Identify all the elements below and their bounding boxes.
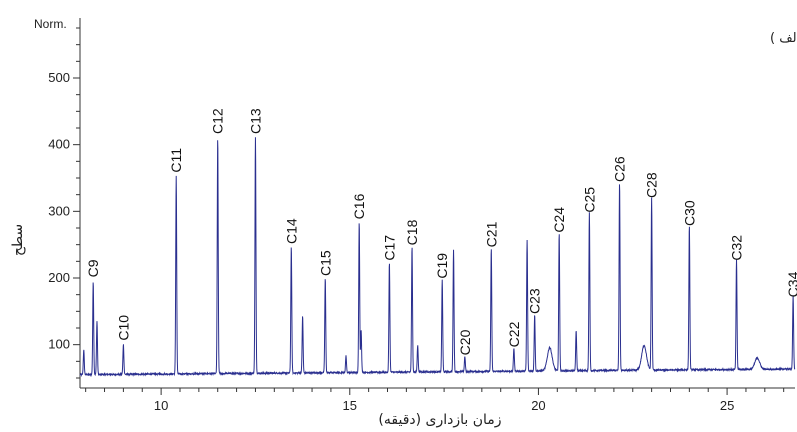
y-unit-label: Norm.	[34, 17, 67, 31]
panel-label: ( الف )	[770, 31, 797, 46]
y-tick-label: 500	[48, 70, 70, 85]
peak-label-c25: C25	[581, 187, 597, 213]
peak-label-c24: C24	[551, 207, 567, 233]
chromatogram-trace	[79, 137, 796, 378]
peak-label-c9: C9	[85, 259, 101, 277]
x-tick-label: 20	[531, 398, 545, 413]
peak-label-c14: C14	[283, 218, 299, 244]
y-tick-label: 200	[48, 270, 70, 285]
peak-label-c12: C12	[210, 108, 226, 134]
peak-label-c28: C28	[644, 172, 660, 198]
peak-label-c17: C17	[381, 235, 397, 261]
peak-label-c16: C16	[351, 193, 367, 219]
x-tick-label: 25	[720, 398, 734, 413]
peak-label-c26: C26	[612, 156, 628, 182]
peak-label-c19: C19	[434, 253, 450, 279]
x-tick-label: 10	[154, 398, 168, 413]
peak-label-c34: C34	[785, 271, 797, 297]
x-tick-label: 15	[343, 398, 357, 413]
y-tick-label: 400	[48, 137, 70, 152]
peak-labels: C9 C10 C11 C12 C13 C14 C15 C16 C17 C18 C19 C20 C21 C2…	[85, 108, 797, 355]
peak-label-c20: C20	[457, 329, 473, 355]
y-tick-label: 100	[48, 337, 70, 352]
peak-label-c10: C10	[115, 315, 131, 341]
peak-label-c11: C11	[168, 148, 184, 173]
peak-label-c30: C30	[681, 200, 697, 226]
y-tick-label: 300	[48, 203, 70, 218]
x-ticks: 10 15 20 25	[85, 388, 785, 413]
peak-label-c21: C21	[483, 221, 499, 247]
peak-label-c23: C23	[527, 288, 543, 314]
y-axis-title: سطح	[10, 224, 26, 256]
peak-label-c15: C15	[317, 250, 333, 276]
peak-label-c18: C18	[404, 219, 420, 245]
y-ticks: 100 200 300 400 500	[48, 27, 80, 379]
peak-label-c32: C32	[729, 235, 745, 261]
peak-label-c22: C22	[506, 321, 522, 347]
x-axis-title: زمان بازداری (دقیقه)	[378, 412, 501, 428]
peak-label-c13: C13	[247, 108, 263, 134]
